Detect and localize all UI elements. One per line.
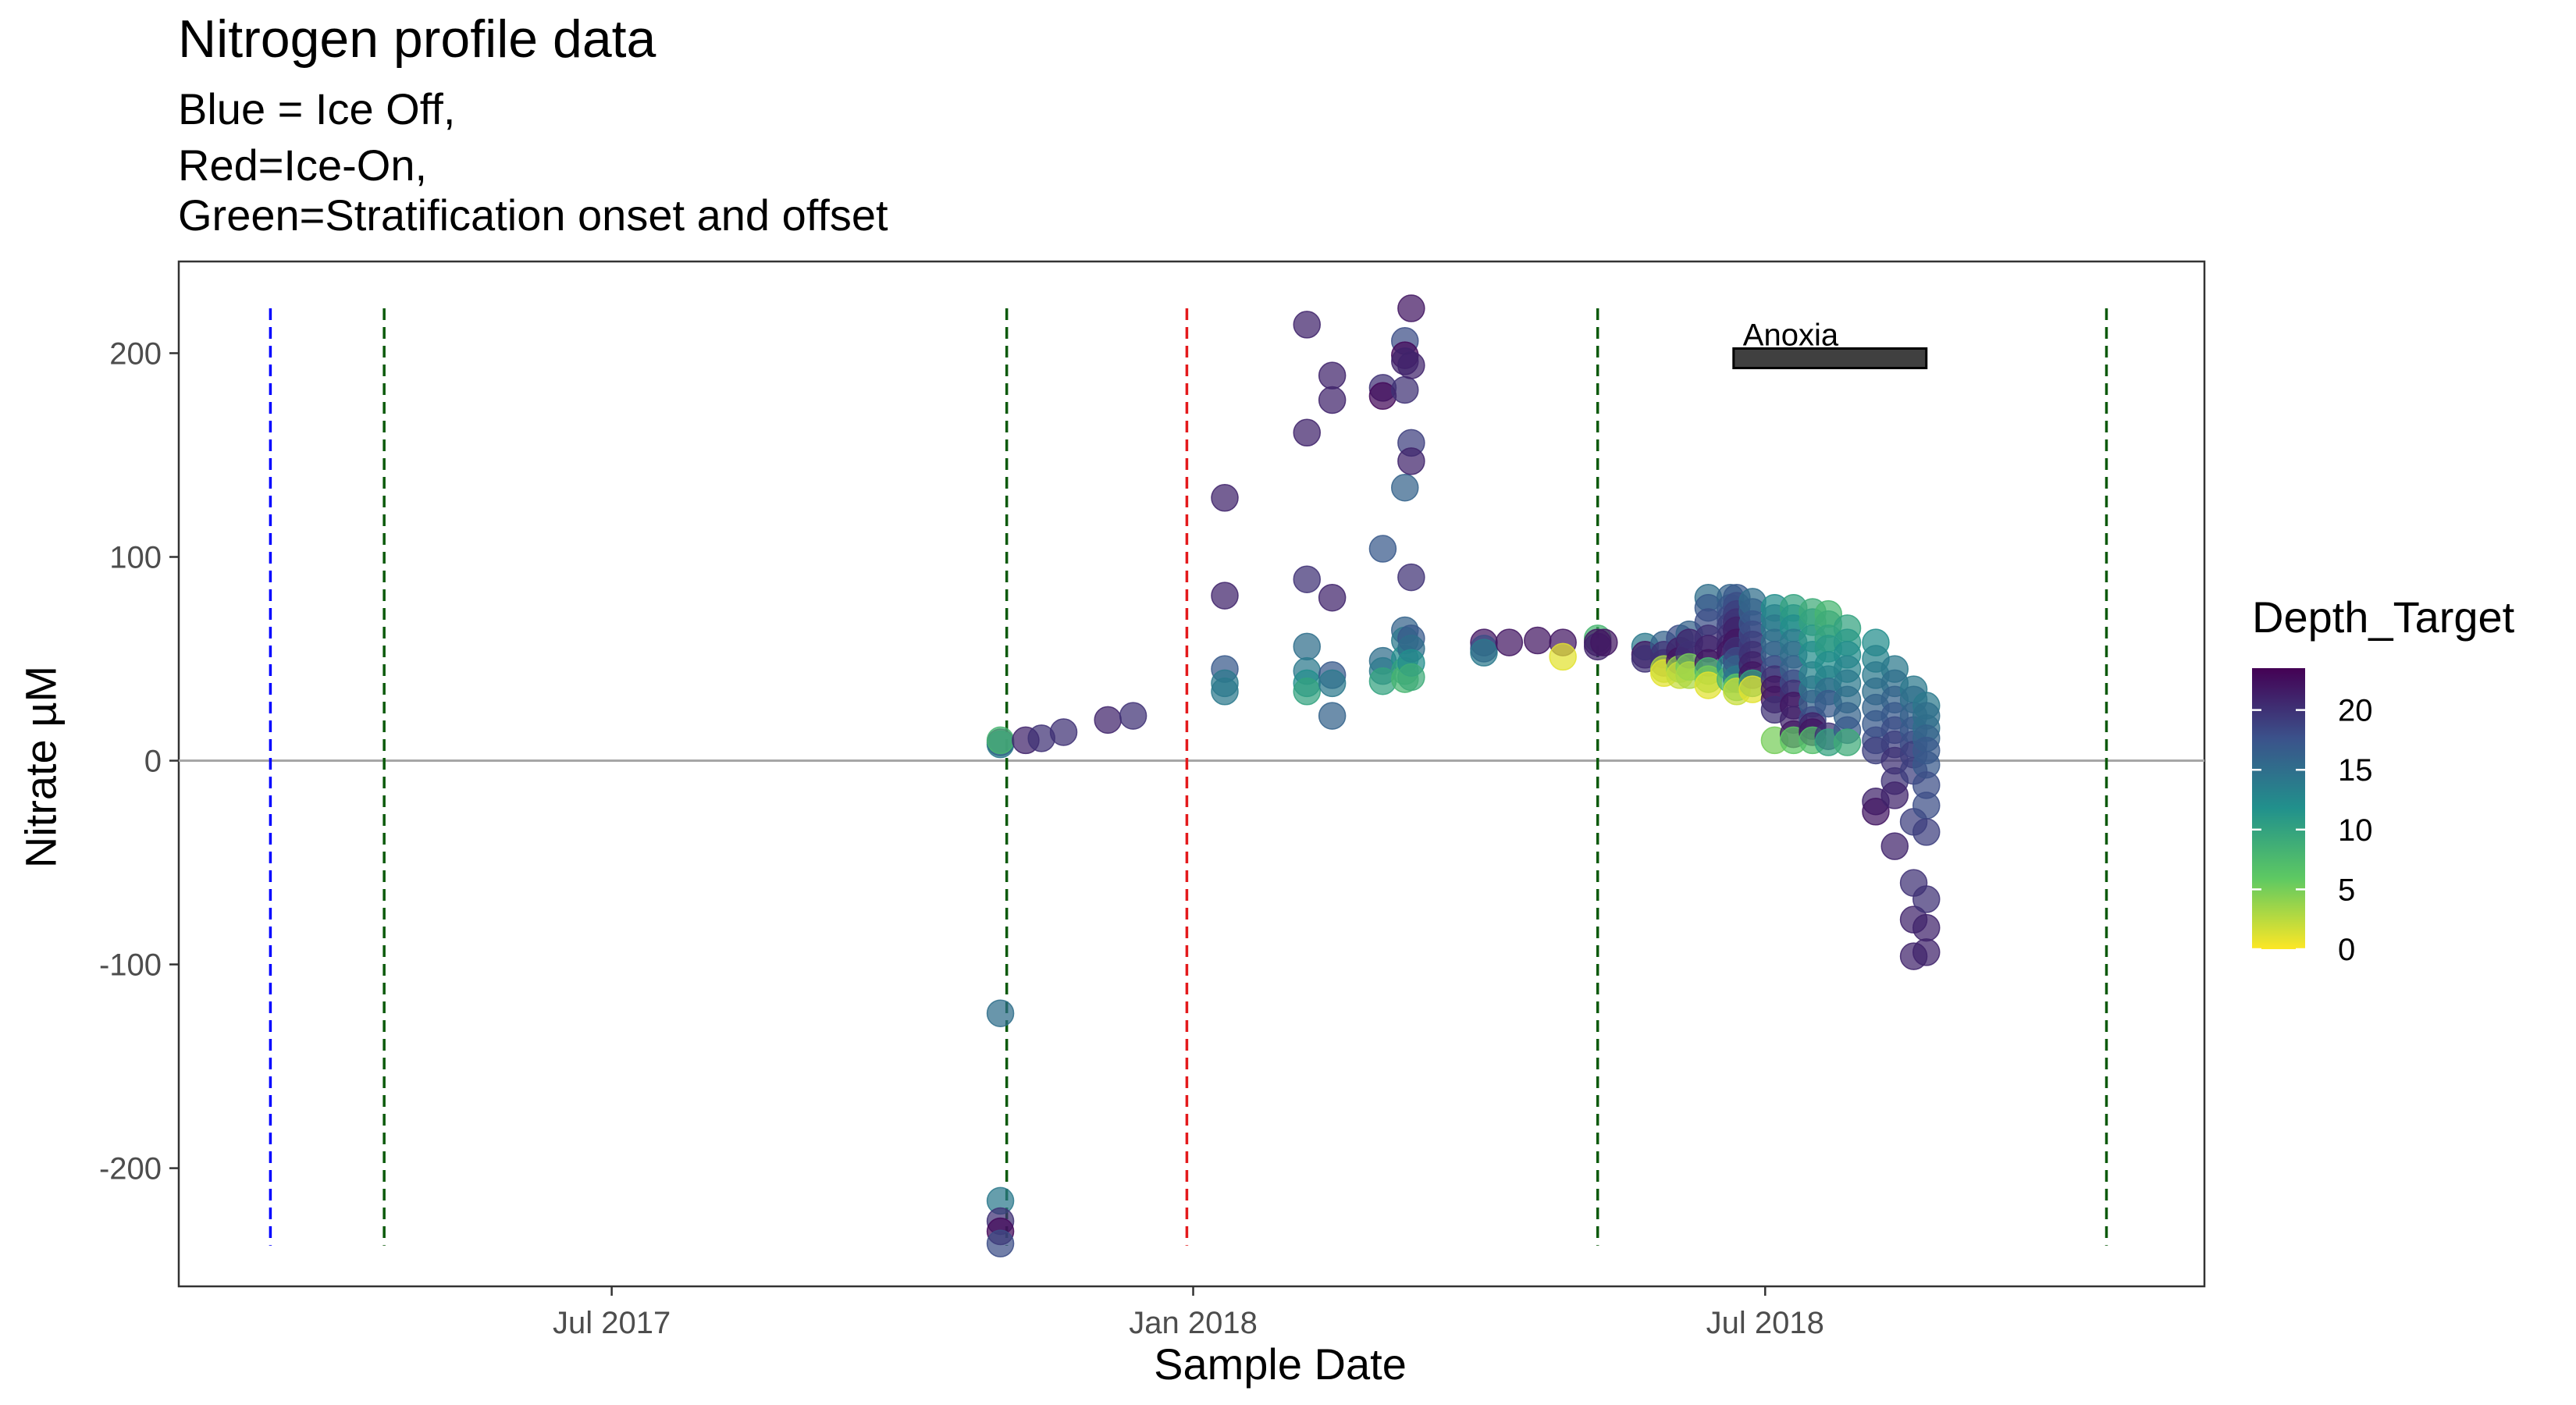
y-tick-label: 100	[109, 540, 162, 574]
data-point	[1397, 447, 1425, 475]
legend-tick-label: 5	[2338, 873, 2355, 907]
data-point	[1912, 938, 1941, 966]
data-point	[1524, 626, 1552, 655]
chart-subtitle-line-3: Green=Stratification onset and offset	[178, 190, 888, 240]
depth-colorbar	[2252, 668, 2305, 949]
legend-tick-label: 15	[2338, 753, 2373, 788]
y-tick-label: -100	[99, 948, 162, 983]
data-point	[986, 726, 1015, 755]
data-point	[1912, 885, 1941, 913]
y-axis: 200 100 0 -100 -200	[99, 336, 179, 1186]
data-point	[1293, 632, 1322, 661]
data-point	[1912, 791, 1941, 820]
data-point	[986, 1229, 1015, 1257]
legend-ticks: 20 15 10 5 0	[2252, 694, 2373, 967]
reference-lines	[269, 308, 2108, 1246]
data-point	[1211, 484, 1239, 512]
data-point	[1880, 832, 1909, 860]
data-point	[1862, 798, 1890, 826]
data-point	[1397, 663, 1425, 692]
x-tick-label: Jul 2018	[1706, 1306, 1824, 1340]
y-tick-label: 0	[144, 745, 162, 779]
data-point	[1912, 818, 1941, 846]
anoxia-annotation: Anoxia	[1732, 318, 1928, 370]
anoxia-bar	[1732, 347, 1928, 370]
data-point	[1049, 718, 1078, 746]
data-point	[1211, 678, 1239, 706]
legend-tick-label: 20	[2338, 694, 2373, 728]
legend-title: Depth_Target	[2252, 592, 2515, 642]
data-point	[1397, 563, 1425, 592]
chart-subtitle-line-1: Blue = Ice Off,	[178, 84, 456, 133]
anoxia-label: Anoxia	[1743, 318, 1839, 352]
data-point	[1094, 706, 1122, 735]
plot-panel	[177, 260, 2206, 1288]
data-point	[1391, 473, 1419, 502]
data-point	[1880, 781, 1909, 809]
data-point	[1397, 294, 1425, 322]
legend-tick-label: 10	[2338, 813, 2373, 848]
data-point	[1293, 418, 1322, 447]
data-point	[1318, 386, 1347, 414]
data-point	[1397, 351, 1425, 379]
x-axis-title: Sample Date	[1154, 1339, 1407, 1389]
data-point	[1912, 913, 1941, 942]
y-tick-label: 200	[109, 336, 162, 371]
y-axis-title: Nitrate µM	[16, 665, 66, 869]
data-point	[1391, 375, 1419, 404]
data-point	[1495, 628, 1524, 656]
data-point	[1293, 311, 1322, 339]
data-point	[1318, 669, 1347, 698]
data-point	[1318, 702, 1347, 730]
chart-subtitle-line-2: Red=Ice-On,	[178, 140, 428, 190]
data-point	[1590, 628, 1618, 656]
data-point	[1293, 678, 1322, 706]
data-point	[1211, 582, 1239, 610]
y-tick-label: -200	[99, 1152, 162, 1186]
data-point	[1318, 583, 1347, 612]
x-axis: Jul 2017 Jan 2018 Jul 2018	[553, 1286, 1824, 1340]
data-points	[986, 294, 1941, 1257]
chart-title: Nitrogen profile data	[178, 9, 656, 69]
data-point	[1833, 728, 1862, 756]
data-point	[1119, 702, 1147, 730]
data-point	[1318, 361, 1347, 389]
legend-tick-label: 0	[2338, 933, 2355, 967]
data-point	[1470, 638, 1498, 667]
x-tick-label: Jan 2018	[1129, 1306, 1258, 1340]
data-point	[1293, 565, 1322, 593]
x-tick-label: Jul 2017	[553, 1306, 671, 1340]
data-point	[1549, 642, 1577, 671]
data-point	[1368, 535, 1397, 563]
data-point	[986, 999, 1015, 1027]
